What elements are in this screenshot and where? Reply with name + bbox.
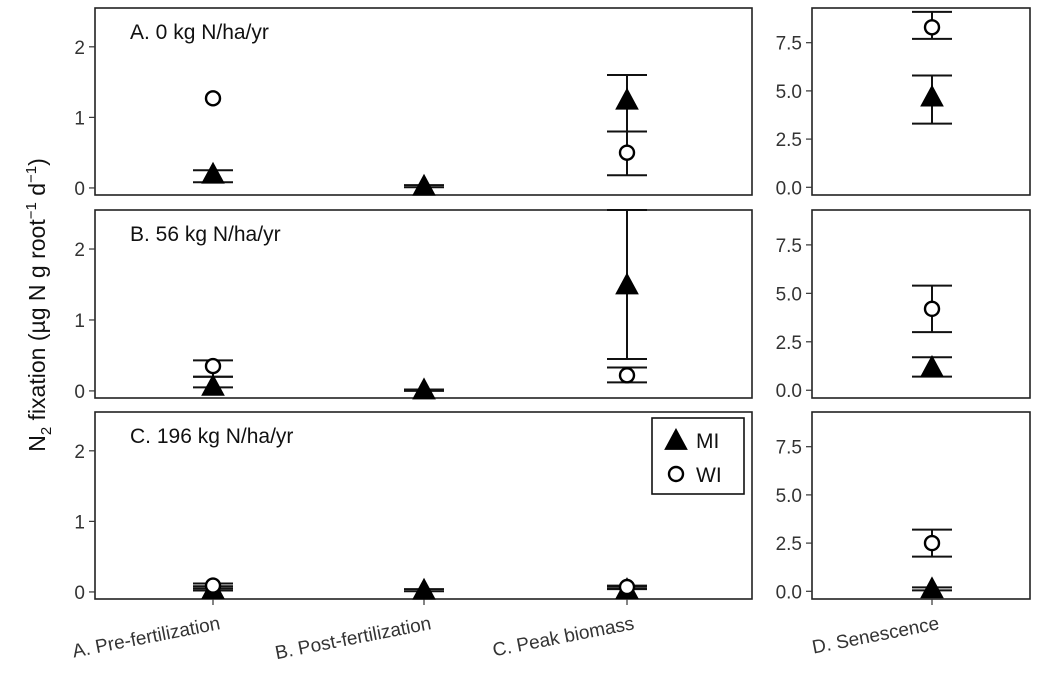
right-ytick-label: 7.5 — [776, 34, 802, 55]
xtick-label-senescence: D. Senescence — [810, 613, 940, 658]
xtick-label: B. Post-fertilization — [273, 613, 433, 664]
point-wi — [204, 90, 222, 107]
point-senescence-wi — [923, 534, 941, 552]
right-ytick-label: 2.5 — [776, 333, 802, 354]
legend-marker-mi — [664, 427, 688, 450]
point-wi — [618, 578, 636, 596]
right-ytick-label: 5.0 — [776, 284, 802, 305]
left-ytick-label: 0 — [74, 583, 85, 604]
left-ytick-label: 1 — [74, 108, 85, 129]
right-ytick-label: 0.0 — [776, 178, 802, 199]
left-ytick-label: 2 — [74, 442, 85, 463]
y-axis-label-sup1: −1 — [23, 202, 40, 219]
y-axis-label-sub: 2 — [38, 427, 55, 435]
data-points — [201, 19, 944, 600]
point-mi — [615, 87, 639, 110]
point-mi — [412, 377, 436, 400]
y-axis-label-suffix: ) — [24, 158, 50, 166]
legend-label: MI — [696, 430, 719, 453]
right-ytick-label: 0.0 — [776, 582, 802, 603]
right-ytick-label: 0.0 — [776, 381, 802, 402]
panel-frames — [94, 7, 1031, 600]
y-axis-label: N2 fixation (µg N g root−1 d−1) — [23, 158, 55, 452]
right-ytick-label: 2.5 — [776, 534, 802, 555]
point-senescence-wi — [923, 300, 941, 318]
point-mi — [201, 161, 225, 184]
panel-frame-main-2 — [94, 411, 753, 600]
right-ytick-label: 7.5 — [776, 236, 802, 257]
left-ytick-label: 2 — [74, 38, 85, 59]
panel-frame-senescence-0 — [811, 7, 1031, 196]
y-axis-label-middle: fixation (µg N g root — [24, 219, 50, 427]
point-mi — [615, 272, 639, 295]
y-axis-label-prefix: N — [24, 435, 50, 452]
point-wi — [618, 367, 636, 384]
right-ytick-label: 5.0 — [776, 486, 802, 507]
point-senescence-mi — [920, 84, 944, 107]
left-ytick-label: 1 — [74, 512, 85, 533]
panel-frame-senescence-1 — [811, 209, 1031, 399]
point-wi — [204, 577, 222, 594]
point-mi — [201, 373, 225, 396]
point-mi — [412, 173, 436, 196]
point-wi — [618, 144, 636, 161]
panel-frame-senescence-2 — [811, 411, 1031, 600]
left-ytick-label: 2 — [74, 240, 85, 261]
left-ytick-label: 0 — [74, 382, 85, 403]
legend-label: WI — [696, 464, 722, 487]
panel-frame-main-0 — [94, 7, 753, 196]
y-axis-label-space: d — [24, 183, 50, 202]
left-ytick-label: 1 — [74, 311, 85, 332]
xtick-label: A. Pre-fertilization — [71, 613, 222, 662]
panel-title: A. 0 kg N/ha/yr — [130, 21, 269, 44]
legend: MI WI — [651, 417, 745, 495]
point-senescence-wi — [923, 19, 941, 36]
legend-marker-wi — [667, 465, 685, 483]
panel-title: C. 196 kg N/ha/yr — [130, 425, 293, 448]
point-senescence-mi — [920, 576, 944, 599]
right-ytick-label: 7.5 — [776, 438, 802, 459]
chart-labels: A. 0 kg N/ha/yr B. 56 kg N/ha/yr C. 196 kg… — [23, 21, 293, 452]
xtick-label: C. Peak biomass — [491, 613, 636, 661]
legend-box — [651, 417, 745, 495]
point-mi — [412, 577, 436, 600]
left-ytick-label: 0 — [74, 179, 85, 200]
right-ytick-label: 5.0 — [776, 82, 802, 103]
right-ytick-label: 2.5 — [776, 130, 802, 151]
point-senescence-mi — [920, 354, 944, 377]
point-wi — [204, 357, 222, 375]
panel-title: B. 56 kg N/ha/yr — [130, 223, 281, 246]
y-axis-label-sup2: −1 — [23, 166, 40, 183]
